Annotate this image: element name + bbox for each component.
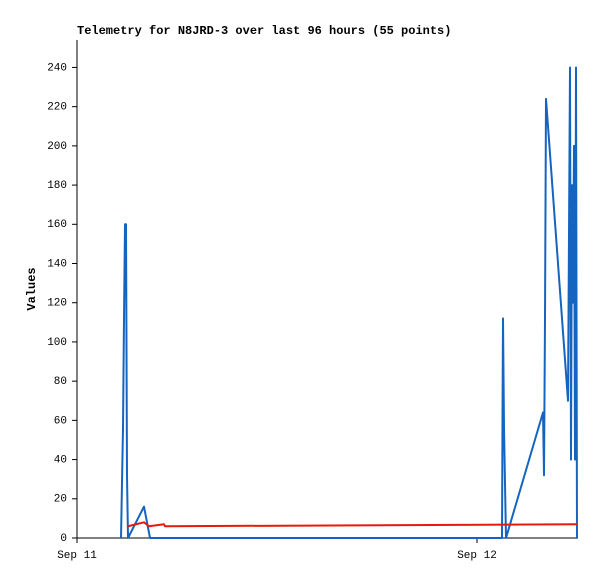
y-tick-label: 120	[47, 298, 67, 310]
y-tick-label: 60	[54, 415, 67, 427]
y-tick-label: 200	[47, 141, 67, 153]
x-tick-label: Sep 12	[457, 550, 497, 562]
series-line	[120, 66, 578, 539]
y-tick-label: 20	[54, 494, 67, 506]
chart-title: Telemetry for N8JRD-3 over last 96 hours…	[77, 24, 451, 38]
y-tick-label: 40	[54, 454, 67, 466]
x-tick-label: Sep 11	[57, 550, 97, 562]
y-tick-label: 160	[47, 219, 67, 231]
y-tick-label: 140	[47, 258, 67, 270]
y-tick-label: 0	[60, 533, 67, 545]
series-line	[127, 521, 578, 528]
y-tick-label: 80	[54, 376, 67, 388]
y-axis-label: Values	[25, 267, 39, 310]
y-tick-label: 100	[47, 337, 67, 349]
y-tick-label: 220	[47, 102, 67, 114]
y-tick-label: 240	[47, 62, 67, 74]
y-tick-label: 180	[47, 180, 67, 192]
